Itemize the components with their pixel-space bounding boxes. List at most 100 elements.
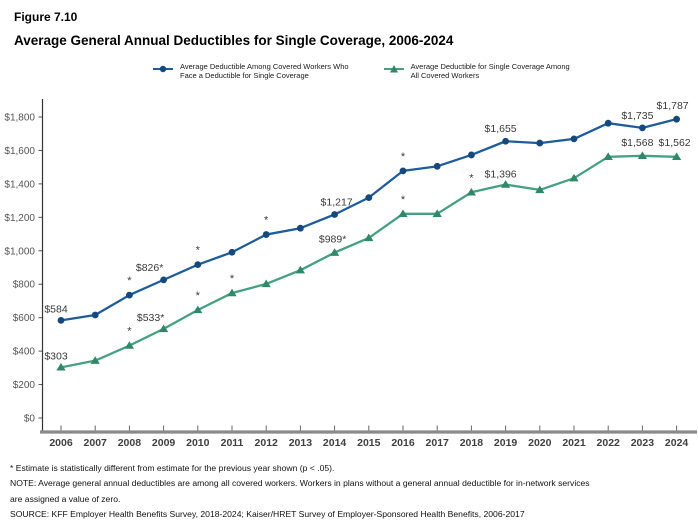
x-tick-label: 2009: [152, 437, 176, 449]
figure-header: Figure 7.10 Average General Annual Deduc…: [14, 10, 453, 48]
figure-number: Figure 7.10: [14, 10, 78, 24]
data-label: $1,217: [321, 196, 353, 208]
data-label: $584: [44, 303, 68, 315]
y-tick-label: $1,200: [4, 213, 35, 224]
triangle-marker-icon: [364, 233, 374, 242]
circle-marker-icon: [365, 194, 373, 202]
data-label: $1,562: [659, 137, 691, 149]
legend-label: Average Deductible Among Covered Workers…: [180, 62, 349, 80]
x-tick-label: 2014: [323, 437, 347, 449]
triangle-marker-icon: [637, 151, 647, 159]
triangle-marker-icon: [672, 152, 682, 160]
triangle-marker-icon: [603, 152, 613, 160]
circle-marker-icon: [262, 231, 270, 238]
circle-marker-icon: [57, 316, 65, 324]
significance-asterisk: *: [264, 215, 269, 227]
chart-legend: Average Deductible Among Covered Workers…: [152, 62, 570, 80]
significance-asterisk: *: [230, 273, 235, 285]
data-label: $1,655: [485, 123, 517, 135]
y-tick-label: $400: [13, 347, 36, 358]
legend-item-all-covered-workers: Average Deductible for Single Coverage A…: [383, 62, 570, 80]
significance-asterisk: *: [401, 194, 406, 206]
circle-marker-icon: [502, 137, 509, 145]
triangle-marker-icon: [90, 356, 100, 364]
y-tick-label: $800: [13, 280, 36, 291]
x-tick-label: 2012: [255, 437, 279, 449]
y-tick-label: $600: [13, 313, 36, 324]
triangle-marker-icon: [501, 180, 511, 188]
circle-marker-icon: [536, 139, 544, 147]
circle-marker-icon: [160, 276, 168, 284]
x-tick-label: 2020: [528, 437, 552, 449]
triangle-marker-icon: [569, 173, 579, 182]
y-tick-label: $1,600: [4, 146, 35, 157]
triangle-marker-icon: [261, 279, 271, 288]
circle-marker-icon: [194, 261, 202, 269]
circle-marker-icon: [468, 151, 475, 159]
data-label: $303: [44, 350, 68, 362]
legend-label: Average Deductible for Single Coverage A…: [411, 62, 570, 80]
line-triangle-marker-icon: [383, 65, 404, 73]
data-label: $826*: [136, 262, 163, 274]
footnote-note-line1: NOTE: Average general annual deductibles…: [10, 478, 590, 489]
triangle-marker-icon: [56, 362, 66, 371]
circle-marker-icon: [125, 291, 133, 299]
data-label: $1,568: [621, 137, 653, 149]
triangle-marker-icon: [193, 305, 203, 314]
circle-marker-icon: [91, 311, 99, 319]
x-tick-label: 2008: [118, 437, 142, 449]
significance-asterisk: *: [401, 151, 406, 163]
footnotes: * Estimate is statistically different fr…: [10, 461, 694, 522]
x-tick-label: 2017: [426, 437, 450, 449]
circle-marker-icon: [433, 162, 441, 170]
data-label: $1,787: [657, 100, 689, 112]
triangle-marker-icon: [535, 185, 545, 194]
line-chart: $0 $200 $400 $600 $800 $1,000 $1,200 $1,400 $1,6…: [4, 99, 697, 449]
y-tick-label: $1,400: [4, 179, 35, 190]
y-tick-label: $1,000: [4, 246, 35, 257]
triangle-marker-icon: [295, 265, 305, 274]
footnote-asterisk: * Estimate is statistically different fr…: [10, 463, 335, 473]
triangle-marker-icon: [330, 248, 340, 256]
y-tick-label: $200: [13, 380, 36, 391]
data-label: $1,396: [485, 169, 517, 181]
x-tick-label: 2006: [49, 437, 73, 449]
significance-asterisk: *: [127, 275, 132, 287]
footnote-note-line2: are assigned a value of zero.: [10, 493, 121, 504]
triangle-marker-icon: [124, 341, 134, 349]
circle-marker-icon: [297, 224, 304, 232]
y-tick-label: $0: [24, 414, 36, 425]
triangle-marker-icon: [227, 288, 237, 297]
legend-label-line2: All Covered Workers: [410, 71, 480, 80]
circle-marker-icon: [673, 115, 680, 123]
triangle-marker-icon: [159, 324, 169, 333]
circle-marker-icon: [331, 211, 338, 218]
line-circle-marker-icon: [153, 65, 173, 73]
x-tick-label: 2013: [289, 437, 313, 449]
x-tick-label: 2021: [562, 437, 586, 449]
circle-marker-icon: [399, 167, 407, 175]
circle-marker-icon: [570, 135, 578, 143]
x-tick-label: 2010: [186, 437, 210, 449]
circle-marker-icon: [604, 119, 612, 127]
x-tick-label: 2019: [494, 437, 518, 449]
data-label: $1,735: [621, 110, 653, 122]
x-tick-label: 2022: [597, 437, 621, 449]
x-tick-label: 2015: [357, 437, 381, 449]
footnote-source: SOURCE: KFF Employer Health Benefits Sur…: [10, 508, 525, 519]
significance-asterisk: *: [127, 326, 132, 338]
data-label: $989*: [319, 234, 346, 246]
x-tick-label: 2007: [84, 437, 108, 449]
data-label: $533*: [137, 312, 164, 324]
legend-item-workers-facing-deductible: Average Deductible Among Covered Workers…: [152, 62, 349, 80]
significance-asterisk: *: [196, 245, 201, 257]
triangle-marker-icon: [398, 209, 408, 218]
significance-asterisk: *: [196, 290, 201, 302]
circle-marker-icon: [228, 248, 236, 256]
x-tick-label: 2018: [460, 437, 484, 449]
significance-asterisk: *: [469, 172, 474, 184]
series-line-0: [60, 118, 677, 322]
triangle-marker-icon: [466, 187, 476, 196]
legend-label-line1: Average Deductible Among Covered Workers…: [180, 62, 349, 71]
